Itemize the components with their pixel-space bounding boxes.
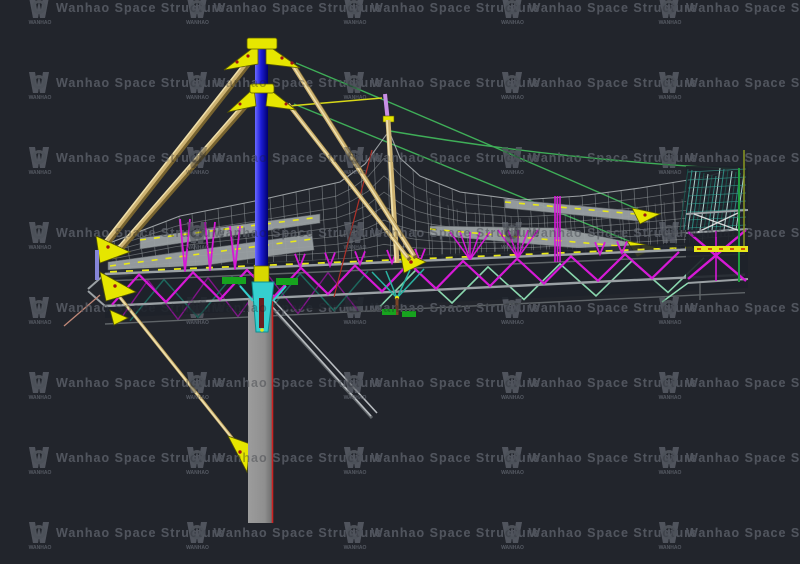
ridge-cable <box>389 130 740 170</box>
green-cable-group <box>288 62 740 247</box>
support-column-assembly <box>222 265 378 523</box>
right-end-frame <box>661 150 749 303</box>
stay-cable-green-lower <box>293 103 642 247</box>
jib-cable-yellow <box>288 97 383 107</box>
